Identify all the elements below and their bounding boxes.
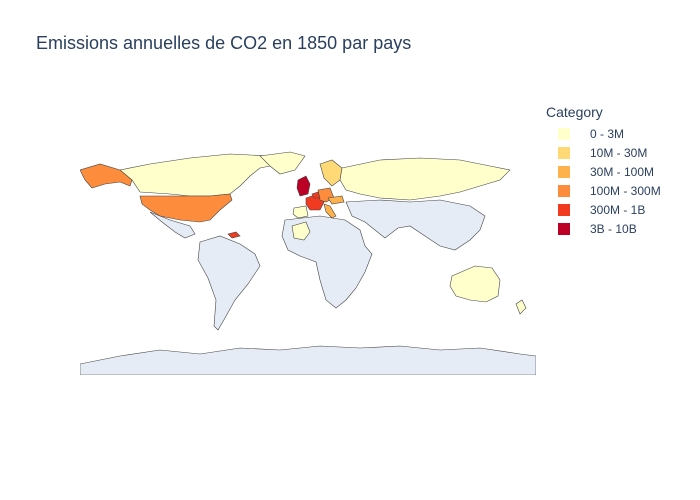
legend: Category 0 - 3M 10M - 30M 30M - 100M 100M -…: [546, 104, 686, 238]
world-map[interactable]: [80, 150, 536, 375]
legend-item[interactable]: 0 - 3M: [546, 124, 686, 143]
legend-item[interactable]: 3B - 10B: [546, 219, 686, 238]
legend-swatch: [558, 127, 570, 140]
legend-swatch: [558, 184, 570, 197]
map-region-spain[interactable]: [292, 205, 309, 219]
legend-item[interactable]: 10M - 30M: [546, 143, 686, 162]
map-region-new-zealand[interactable]: [515, 299, 527, 315]
map-region-scandinavia[interactable]: [319, 159, 343, 187]
legend-label: 30M - 100M: [590, 164, 655, 179]
legend-label: 0 - 3M: [590, 126, 625, 141]
map-region-australia[interactable]: [449, 265, 501, 303]
legend-swatch: [558, 146, 570, 159]
map-region-canada[interactable]: [119, 153, 281, 197]
legend-label: 10M - 30M: [590, 145, 648, 160]
legend-item[interactable]: 300M - 1B: [546, 200, 686, 219]
map-region-italy[interactable]: [323, 203, 337, 219]
legend-label: 300M - 1B: [590, 202, 646, 217]
legend-title: Category: [546, 104, 603, 120]
map-region-greenland[interactable]: [259, 151, 306, 175]
legend-item[interactable]: 30M - 100M: [546, 162, 686, 181]
map-region-united-kingdom[interactable]: [296, 175, 311, 197]
legend-label: 100M - 300M: [590, 183, 661, 198]
legend-item[interactable]: 100M - 300M: [546, 181, 686, 200]
map-region-antarctica[interactable]: [80, 345, 536, 375]
map-region-belgium[interactable]: [311, 191, 321, 199]
map-region-austria[interactable]: [327, 195, 345, 205]
map-region-middle-east-and-asia[interactable]: [345, 199, 486, 251]
legend-label: 3B - 10B: [590, 221, 637, 236]
map-svg[interactable]: [80, 150, 536, 375]
map-region-united-states[interactable]: [139, 193, 233, 223]
legend-swatch: [558, 203, 570, 216]
map-region-mexico[interactable]: [149, 211, 196, 239]
chart-title: Emissions annuelles de CO2 en 1850 par p…: [36, 33, 412, 53]
map-region-caribbean[interactable]: [227, 231, 241, 239]
map-region-south-america[interactable]: [197, 235, 261, 331]
map-region-russia[interactable]: [339, 157, 511, 201]
map-region-alaska[interactable]: [80, 163, 133, 189]
map-region-algeria[interactable]: [291, 221, 311, 241]
legend-swatch: [558, 222, 570, 235]
legend-swatch: [558, 165, 570, 178]
